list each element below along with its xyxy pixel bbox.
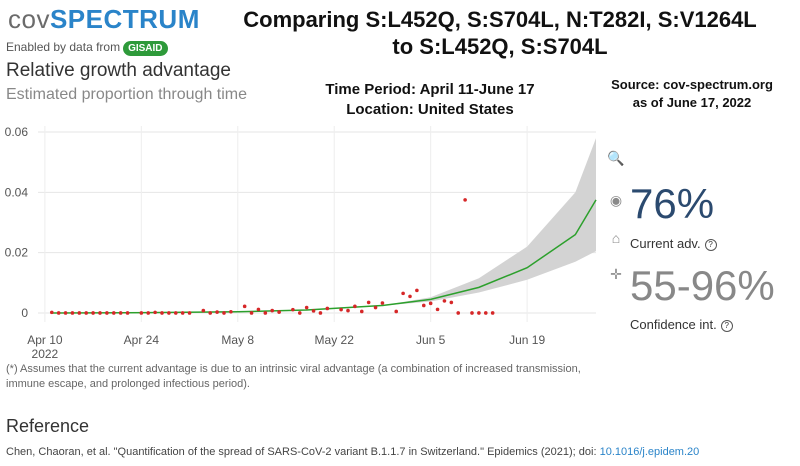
data-point bbox=[160, 311, 164, 315]
x-tick-label: Jun 19 bbox=[509, 333, 545, 347]
camera-icon[interactable]: ◉ bbox=[609, 192, 623, 208]
data-point bbox=[449, 300, 454, 305]
data-point bbox=[180, 311, 185, 315]
data-point bbox=[428, 301, 433, 306]
y-tick-label: 0.02 bbox=[5, 246, 29, 260]
data-points bbox=[49, 198, 495, 315]
home-icon[interactable]: ⌂ bbox=[611, 230, 621, 246]
data-point bbox=[325, 306, 330, 311]
data-point bbox=[256, 307, 261, 312]
enabled-by-text: Enabled by data from bbox=[6, 40, 121, 54]
data-point bbox=[311, 309, 316, 313]
data-point bbox=[297, 311, 302, 315]
data-point bbox=[77, 311, 82, 315]
chart-grid bbox=[38, 126, 596, 322]
data-point bbox=[490, 311, 495, 315]
data-point bbox=[201, 308, 206, 313]
data-point bbox=[263, 311, 268, 315]
time-period-annotation: Time Period: April 11-June 17 Location: U… bbox=[325, 81, 535, 118]
x-year-label: 2022 bbox=[32, 347, 59, 358]
fit-line bbox=[51, 199, 597, 314]
data-point bbox=[380, 301, 385, 305]
data-point bbox=[373, 305, 378, 310]
x-tick-label: May 22 bbox=[315, 333, 355, 347]
gisaid-badge[interactable]: GISAID bbox=[123, 41, 168, 56]
footnote: (*) Assumes that the current advantage i… bbox=[6, 363, 581, 390]
data-point bbox=[359, 309, 364, 314]
data-point bbox=[477, 311, 481, 315]
data-point bbox=[346, 308, 350, 313]
data-attribution: Enabled by data from GISAID bbox=[6, 40, 168, 56]
data-point bbox=[208, 311, 213, 315]
data-point bbox=[84, 311, 89, 315]
data-point bbox=[442, 299, 447, 303]
headline: Comparing S:L452Q, S:S704L, N:T282I, S:V… bbox=[243, 7, 757, 59]
confidence-band bbox=[382, 138, 596, 306]
data-point bbox=[277, 310, 281, 314]
app-logo: covSPECTRUM bbox=[8, 4, 200, 34]
data-point bbox=[63, 311, 68, 315]
data-point bbox=[456, 311, 461, 315]
growth-chart: 0 0.02 0.04 0.06 Apr 10 Apr 24 May 8 May 22 Jun… bbox=[5, 125, 597, 358]
data-point bbox=[70, 311, 75, 315]
data-point bbox=[353, 304, 357, 309]
x-tick-label: Apr 24 bbox=[124, 333, 160, 347]
current-advantage-value: 76% bbox=[630, 180, 715, 227]
zoom-icon[interactable]: 🔍 bbox=[607, 150, 625, 166]
data-point bbox=[463, 198, 467, 202]
current-advantage-label: Current adv.? bbox=[630, 236, 717, 251]
data-point bbox=[98, 311, 102, 315]
data-point bbox=[229, 309, 233, 314]
data-point bbox=[394, 309, 399, 314]
data-point bbox=[111, 311, 116, 315]
pan-icon[interactable]: ✛ bbox=[610, 266, 622, 282]
data-point bbox=[91, 311, 95, 315]
data-point bbox=[118, 311, 123, 315]
data-point bbox=[153, 310, 157, 315]
data-point bbox=[339, 307, 343, 312]
confidence-interval-value: 55-96% bbox=[630, 262, 775, 309]
x-tick-label: Jun 5 bbox=[416, 333, 446, 347]
data-point bbox=[421, 303, 426, 308]
confidence-interval-label: Confidence int.? bbox=[630, 317, 733, 332]
data-point bbox=[366, 300, 371, 305]
info-icon[interactable]: ? bbox=[704, 239, 717, 251]
reference-citation: Chen, Chaoran, et al. "Quantification of… bbox=[6, 446, 700, 458]
panel-subtitle: Estimated proportion through time bbox=[6, 86, 248, 103]
data-point bbox=[415, 288, 419, 293]
data-point bbox=[470, 311, 474, 315]
data-point bbox=[173, 311, 178, 315]
data-point bbox=[49, 310, 54, 315]
y-tick-label: 0.06 bbox=[5, 125, 29, 139]
data-point bbox=[408, 294, 412, 299]
data-point bbox=[139, 311, 144, 315]
x-tick-label: Apr 10 bbox=[27, 333, 63, 347]
reference-heading: Reference bbox=[6, 416, 90, 436]
data-point bbox=[318, 311, 323, 315]
info-icon[interactable]: ? bbox=[720, 320, 733, 332]
data-point bbox=[56, 311, 61, 315]
data-point bbox=[401, 291, 405, 296]
data-point bbox=[187, 311, 192, 315]
data-point bbox=[125, 311, 130, 315]
source-annotation: Source: cov-spectrum.org as of June 17, 2… bbox=[611, 77, 773, 110]
data-point bbox=[270, 308, 275, 313]
data-point bbox=[242, 304, 247, 309]
data-point bbox=[167, 311, 171, 315]
y-tick-label: 0 bbox=[21, 306, 28, 320]
data-point bbox=[146, 311, 151, 315]
data-point bbox=[291, 307, 295, 312]
data-point bbox=[222, 311, 226, 315]
data-point bbox=[105, 311, 109, 315]
doi-link[interactable]: 10.1016/j.epidem.20 bbox=[599, 446, 700, 458]
panel-title: Relative growth advantage bbox=[6, 60, 231, 81]
y-tick-label: 0.04 bbox=[5, 185, 29, 199]
data-point bbox=[435, 307, 440, 312]
data-point bbox=[249, 311, 254, 315]
data-point bbox=[483, 311, 488, 315]
data-point bbox=[215, 310, 219, 314]
x-tick-label: May 8 bbox=[221, 333, 254, 347]
data-point bbox=[304, 305, 309, 310]
